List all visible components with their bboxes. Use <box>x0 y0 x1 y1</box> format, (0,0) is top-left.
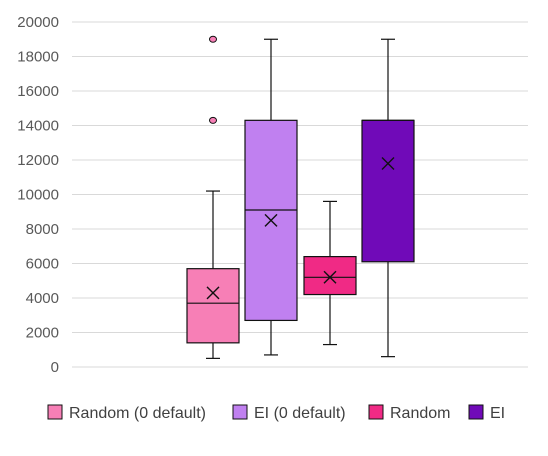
legend-item-4: EI <box>468 404 505 422</box>
legend: Random (0 default) EI (0 default) Random EI <box>47 404 505 422</box>
legend-item-2: EI (0 default) <box>232 404 346 422</box>
mean-marker-stroke-2 <box>206 286 220 300</box>
y-tick-label-10000: 10000 <box>17 187 59 204</box>
box-group-2 <box>244 38 298 356</box>
box-group-1 <box>186 35 240 359</box>
outlier-point <box>209 35 217 43</box>
legend-swatch <box>47 404 63 420</box>
mean-marker <box>264 213 278 227</box>
box <box>303 256 357 296</box>
legend-swatch <box>468 404 484 420</box>
mean-marker-stroke-2 <box>323 270 337 284</box>
box-group-4 <box>361 38 415 358</box>
y-tick-label-18000: 18000 <box>17 49 59 66</box>
legend-label: EI <box>490 405 505 422</box>
y-tick-label-6000: 6000 <box>26 256 59 273</box>
y-tick-label-16000: 16000 <box>17 83 59 100</box>
legend-label: EI (0 default) <box>254 405 346 422</box>
y-axis-ticks: 0 2000 4000 6000 8000 10000 12000 14000 16000 180… <box>17 14 59 376</box>
box <box>361 119 415 263</box>
mean-marker-stroke-2 <box>381 156 395 170</box>
legend-swatch <box>368 404 384 420</box>
y-tick-label-20000: 20000 <box>17 14 59 31</box>
y-tick-label-12000: 12000 <box>17 152 59 169</box>
legend-label: Random <box>390 405 450 422</box>
mean-marker <box>323 270 337 284</box>
mean-marker <box>206 286 220 300</box>
box-group-3 <box>303 200 357 346</box>
legend-swatch <box>232 404 248 420</box>
outlier-point <box>209 116 217 124</box>
mean-marker <box>381 156 395 170</box>
legend-label: Random (0 default) <box>69 405 206 422</box>
y-tick-label-0: 0 <box>51 359 59 376</box>
plot-area <box>186 35 415 359</box>
y-tick-label-4000: 4000 <box>26 290 59 307</box>
y-tick-label-2000: 2000 <box>26 325 59 342</box>
mean-marker-stroke-2 <box>264 213 278 227</box>
legend-item-1: Random (0 default) <box>47 404 206 422</box>
box <box>186 268 240 344</box>
gridlines <box>72 21 528 368</box>
y-tick-label-14000: 14000 <box>17 118 59 135</box>
legend-item-3: Random <box>368 404 450 422</box>
y-tick-label-8000: 8000 <box>26 221 59 238</box>
